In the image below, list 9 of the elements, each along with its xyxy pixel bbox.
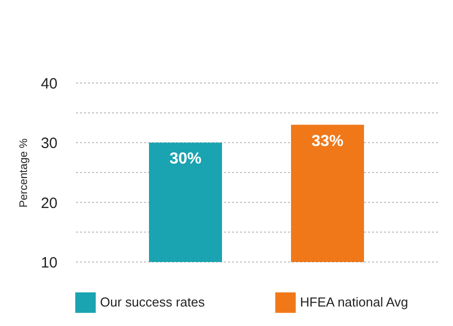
y-tick-label: 30 <box>40 135 58 152</box>
data-label: 33% <box>311 132 344 150</box>
y-tick-label: 20 <box>40 194 58 212</box>
legend-label: Our success rates <box>100 294 206 310</box>
legend-label: HFEA national Avg <box>300 294 408 310</box>
y-tick-label: 10 <box>40 254 58 272</box>
y-axis-title: Percentage % <box>18 138 30 208</box>
data-label: 30% <box>169 150 202 168</box>
y-tick-label: 40 <box>40 76 58 92</box>
